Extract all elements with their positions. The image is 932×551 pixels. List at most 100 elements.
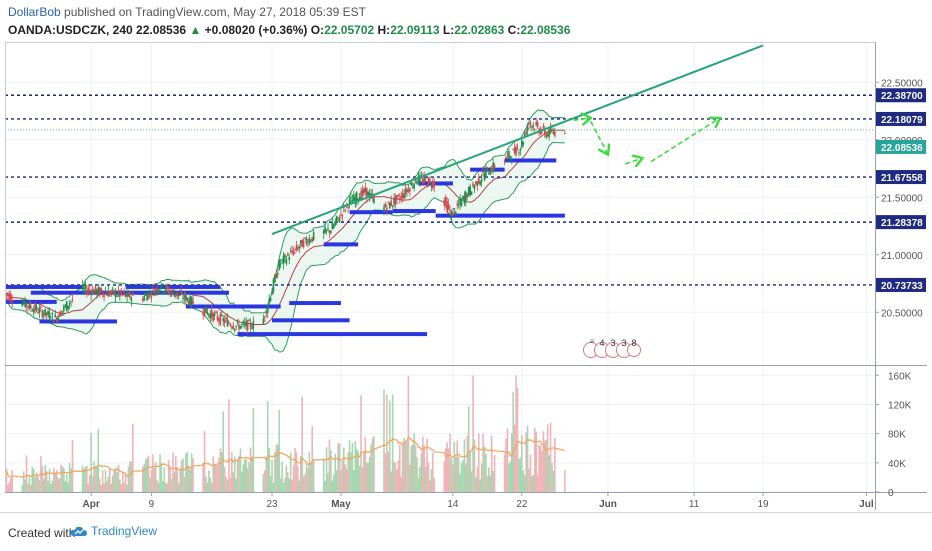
volume-bar <box>505 438 507 492</box>
publish-info: published on TradingView.com, May 27, 20… <box>64 5 367 19</box>
trendline[interactable] <box>271 44 764 235</box>
candle-body <box>510 158 513 160</box>
candle-body <box>172 289 174 291</box>
level-label-box <box>876 111 926 126</box>
candle-body <box>368 193 371 198</box>
chart-header: DollarBob published on TradingView.com, … <box>0 0 932 42</box>
zone-bar <box>392 209 436 214</box>
candle-body <box>521 140 523 148</box>
candle-body <box>190 297 193 304</box>
volume-bar <box>126 484 128 492</box>
volume-bar <box>476 467 479 492</box>
candle-body <box>91 288 94 295</box>
candle-body <box>164 286 167 292</box>
volume-bar <box>486 475 489 492</box>
volume-bar <box>203 430 206 492</box>
volume-bar <box>529 454 532 492</box>
chart-area[interactable]: 22.5000022.0000021.5000021.0000020.50000… <box>5 42 927 510</box>
tradingview-logo[interactable]: TradingView <box>70 524 157 538</box>
candle-body <box>528 123 530 125</box>
volume-bar <box>421 436 424 492</box>
volume-bar <box>327 472 329 492</box>
volume-bar <box>96 465 98 492</box>
volume-bar <box>177 483 180 492</box>
volume-bar <box>83 468 85 492</box>
author-link[interactable]: DollarBob <box>8 5 61 19</box>
volume-bar <box>475 477 477 492</box>
time-tick-label: 19 <box>757 499 769 510</box>
candle-body <box>226 319 229 327</box>
candle-body <box>397 194 400 196</box>
candle-body <box>162 292 164 294</box>
volume-bar <box>538 445 540 492</box>
volume-bar <box>297 466 299 492</box>
volume-bar <box>354 441 357 492</box>
candle-body <box>295 245 298 250</box>
volume-tick-label: 160K <box>888 371 912 382</box>
volume-bar <box>64 481 67 492</box>
volume-bar <box>449 433 451 492</box>
candle-body <box>360 191 362 200</box>
candle-body <box>160 283 163 288</box>
footer: Created with TradingView <box>0 512 932 551</box>
candle-body <box>142 298 144 302</box>
volume-bar <box>113 469 115 492</box>
symbol-name[interactable]: OANDA:USDCZK, 240 <box>8 23 133 37</box>
candle-body <box>294 249 296 251</box>
candle-body <box>143 296 146 301</box>
candle-body <box>505 157 507 159</box>
candle-body <box>101 292 104 295</box>
candle-body <box>180 290 183 294</box>
volume-bar <box>205 476 207 492</box>
volume-bar <box>225 476 227 492</box>
candle-body <box>526 127 529 132</box>
volume-bar <box>407 375 410 492</box>
volume-bar <box>264 470 266 492</box>
volume-bar <box>525 432 527 492</box>
volume-bar <box>343 447 345 492</box>
event-badge-4[interactable] <box>627 343 641 357</box>
volume-bar <box>423 445 426 492</box>
candle-body <box>28 302 31 309</box>
candle-body <box>229 324 232 327</box>
volume-bar <box>489 475 492 492</box>
volume-bar <box>114 467 117 492</box>
volume-bar <box>411 444 414 492</box>
zone-bar <box>418 181 453 186</box>
candle-body <box>330 231 332 233</box>
candle-body <box>503 160 506 162</box>
tradingview-cloud-icon <box>70 526 87 536</box>
volume-bar <box>183 476 186 492</box>
candle-body <box>65 301 68 312</box>
earnings-events[interactable]: ≡ 4 3 3 8 <box>583 337 641 358</box>
level-label: 21.67558 <box>881 173 923 184</box>
candle-body <box>459 198 461 205</box>
candle-body <box>41 311 44 318</box>
event-badge-group[interactable]: ≡ 4 3 3 8 <box>583 337 641 358</box>
candle-body <box>279 263 282 265</box>
candle-body <box>93 290 95 294</box>
price-volume-chart[interactable]: 22.5000022.0000021.5000021.0000020.50000… <box>5 42 927 510</box>
candle-body <box>429 179 431 181</box>
candle-body <box>453 208 456 210</box>
volume-bar <box>409 464 411 492</box>
level-label: 20.73733 <box>881 281 923 292</box>
candle-body <box>469 186 471 196</box>
volume-bar <box>488 467 490 492</box>
volume-bar <box>220 452 223 492</box>
candle-body <box>284 254 286 259</box>
volume-bar <box>206 482 209 492</box>
zone-bar <box>5 284 83 289</box>
forecast-arrow <box>573 118 591 120</box>
volume-bar <box>180 460 183 492</box>
candle-body <box>21 303 24 306</box>
volume-bar <box>467 406 470 492</box>
forecast-arrow <box>590 120 608 154</box>
volume-bar <box>146 458 148 492</box>
zone-bar <box>435 213 565 218</box>
forecast-arrows[interactable] <box>573 118 720 164</box>
candle-body <box>35 306 38 310</box>
candle-body <box>103 293 105 298</box>
candle-body <box>452 211 454 216</box>
volume-bar <box>515 375 517 492</box>
